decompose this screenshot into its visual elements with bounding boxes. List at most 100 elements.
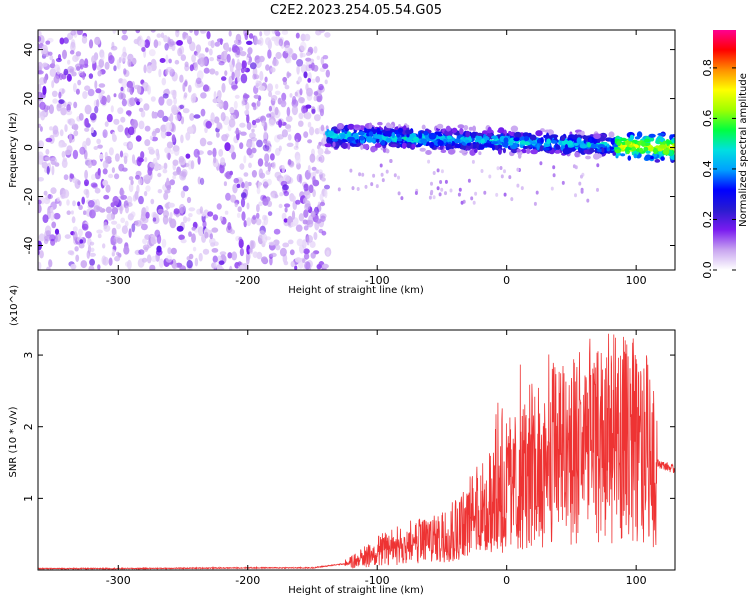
- noise-mark: [199, 206, 204, 214]
- noise-mark: [193, 148, 200, 158]
- noise-mark: [241, 181, 245, 189]
- noise-mark: [54, 228, 60, 235]
- noise-mark: [204, 231, 209, 239]
- noise-mark: [114, 153, 120, 162]
- noise-mark: [182, 108, 190, 114]
- noise-mark: [174, 59, 180, 65]
- noise-mark: [72, 177, 77, 184]
- noise-mark: [113, 118, 120, 125]
- noise-mark: [467, 178, 471, 183]
- noise-mark: [229, 106, 235, 114]
- noise-mark: [212, 255, 218, 263]
- signal-mark: [468, 126, 474, 131]
- noise-mark: [89, 241, 95, 246]
- noise-mark: [98, 83, 106, 88]
- noise-mark: [370, 182, 374, 187]
- noise-mark: [202, 220, 207, 228]
- noise-mark: [88, 73, 94, 79]
- noise-mark: [162, 115, 169, 122]
- noise-mark: [287, 127, 292, 132]
- noise-mark: [151, 211, 157, 219]
- signal-mark: [475, 135, 483, 141]
- noise-mark: [243, 172, 249, 177]
- noise-mark: [213, 116, 220, 124]
- noise-mark: [308, 64, 313, 69]
- noise-mark: [220, 157, 226, 166]
- noise-mark: [427, 159, 431, 164]
- signal-mark: [610, 138, 615, 145]
- noise-mark: [113, 200, 119, 206]
- noise-mark: [241, 60, 245, 70]
- noise-mark: [77, 79, 82, 86]
- signal-mark: [586, 142, 592, 148]
- signal-mark: [650, 155, 654, 160]
- noise-mark: [88, 39, 94, 49]
- signal-mark: [478, 151, 482, 156]
- noise-mark: [256, 100, 261, 107]
- x-tick-label: -200: [235, 574, 260, 587]
- signal-mark: [446, 135, 453, 140]
- noise-mark: [94, 36, 101, 46]
- noise-mark: [96, 229, 103, 234]
- y-tick-label: 1: [22, 495, 35, 502]
- noise-mark: [42, 85, 47, 96]
- noise-mark: [230, 194, 237, 203]
- signal-mark: [630, 146, 637, 152]
- noise-mark: [179, 104, 185, 109]
- noise-mark: [316, 154, 323, 163]
- signal-mark: [497, 129, 504, 134]
- noise-mark: [251, 147, 257, 154]
- noise-mark: [161, 238, 167, 248]
- noise-mark: [275, 51, 282, 60]
- noise-mark: [89, 209, 96, 219]
- signal-mark: [593, 153, 601, 160]
- signal-mark: [341, 142, 348, 149]
- signal-mark: [370, 146, 376, 153]
- noise-mark: [379, 163, 383, 168]
- noise-mark: [123, 246, 130, 255]
- noise-mark: [220, 112, 226, 122]
- noise-mark: [173, 208, 180, 215]
- noise-mark: [97, 70, 102, 77]
- noise-mark: [118, 92, 124, 100]
- x-tick-label: 100: [626, 274, 647, 287]
- signal-mark: [671, 134, 675, 138]
- noise-mark: [177, 47, 183, 57]
- noise-mark: [318, 104, 325, 113]
- noise-mark: [96, 138, 101, 145]
- colorbar: [713, 30, 736, 270]
- noise-mark: [304, 203, 311, 211]
- signal-mark: [649, 137, 655, 142]
- signal-mark: [513, 137, 520, 142]
- colorbar-label: Normalized spectral amplitude: [738, 73, 749, 227]
- noise-mark: [272, 58, 279, 67]
- noise-mark: [218, 149, 224, 157]
- noise-mark: [89, 252, 96, 257]
- noise-mark: [550, 186, 554, 191]
- noise-mark: [39, 126, 43, 132]
- noise-mark: [100, 52, 105, 61]
- signal-mark: [440, 149, 447, 153]
- noise-mark: [268, 91, 273, 98]
- noise-mark: [207, 211, 214, 217]
- noise-mark: [70, 41, 76, 52]
- noise-mark: [510, 197, 514, 202]
- signal-mark: [636, 131, 643, 139]
- noise-mark: [295, 257, 302, 263]
- noise-mark: [199, 137, 207, 147]
- noise-mark: [80, 260, 88, 269]
- noise-mark: [236, 58, 240, 68]
- noise-mark: [125, 205, 129, 214]
- snr-axes: -300 -200 -100 0 100 1 2 3: [22, 330, 675, 587]
- noise-mark: [265, 37, 272, 46]
- noise-mark: [234, 94, 240, 99]
- noise-mark: [155, 127, 161, 134]
- noise-mark: [279, 247, 287, 257]
- noise-mark: [102, 243, 106, 249]
- noise-mark: [188, 207, 196, 212]
- noise-mark: [243, 94, 250, 99]
- noise-mark: [299, 244, 305, 254]
- signal-mark: [483, 142, 491, 147]
- noise-mark: [552, 173, 556, 178]
